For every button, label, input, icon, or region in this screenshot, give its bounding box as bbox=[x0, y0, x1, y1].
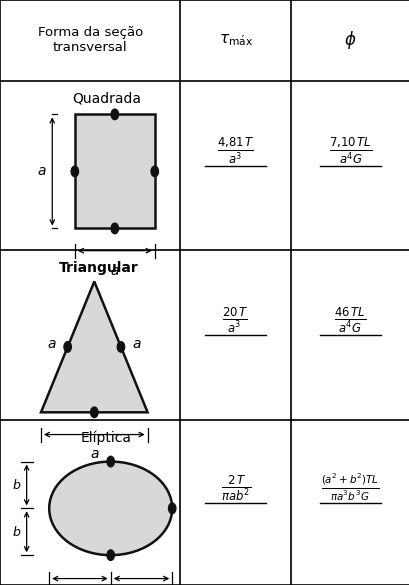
Text: Forma da seção
transversal: Forma da seção transversal bbox=[38, 26, 142, 54]
Text: $\tau_{\mathrm{m\acute{a}x}}$: $\tau_{\mathrm{m\acute{a}x}}$ bbox=[218, 33, 252, 48]
Text: $\frac{(a^2+b^2)TL}{\pi a^3b^3G}$: $\frac{(a^2+b^2)TL}{\pi a^3b^3G}$ bbox=[321, 472, 379, 503]
Circle shape bbox=[111, 223, 118, 234]
Text: $a$: $a$ bbox=[47, 337, 56, 351]
Text: $b$: $b$ bbox=[12, 525, 21, 539]
Circle shape bbox=[151, 166, 158, 177]
Text: $\frac{7{,}10\,TL}{a^4G}$: $\frac{7{,}10\,TL}{a^4G}$ bbox=[328, 135, 371, 166]
Text: Quadrada: Quadrada bbox=[72, 91, 141, 105]
Text: Triangular: Triangular bbox=[58, 261, 138, 275]
Circle shape bbox=[90, 407, 98, 418]
Text: $\frac{2\,T}{\pi ab^2}$: $\frac{2\,T}{\pi ab^2}$ bbox=[220, 473, 250, 503]
Circle shape bbox=[107, 456, 114, 467]
Text: $\frac{46\,TL}{a^4G}$: $\frac{46\,TL}{a^4G}$ bbox=[334, 305, 366, 335]
Ellipse shape bbox=[49, 462, 172, 555]
Circle shape bbox=[117, 342, 124, 352]
Circle shape bbox=[64, 342, 71, 352]
Polygon shape bbox=[75, 115, 155, 229]
Text: $\frac{20\,T}{a^3}$: $\frac{20\,T}{a^3}$ bbox=[222, 305, 248, 335]
Polygon shape bbox=[41, 281, 147, 412]
Text: Elíptica: Elíptica bbox=[81, 431, 132, 445]
Text: $a$: $a$ bbox=[132, 337, 142, 351]
Text: $a$: $a$ bbox=[89, 448, 99, 462]
Circle shape bbox=[107, 550, 114, 560]
Text: $a$: $a$ bbox=[37, 164, 47, 178]
Circle shape bbox=[111, 109, 118, 120]
Circle shape bbox=[168, 503, 175, 514]
Text: $\phi$: $\phi$ bbox=[344, 29, 356, 51]
Text: $a$: $a$ bbox=[110, 264, 119, 277]
Text: $\frac{4{,}81\,T}{a^3}$: $\frac{4{,}81\,T}{a^3}$ bbox=[216, 135, 254, 166]
Text: $b$: $b$ bbox=[12, 478, 21, 492]
Circle shape bbox=[71, 166, 79, 177]
